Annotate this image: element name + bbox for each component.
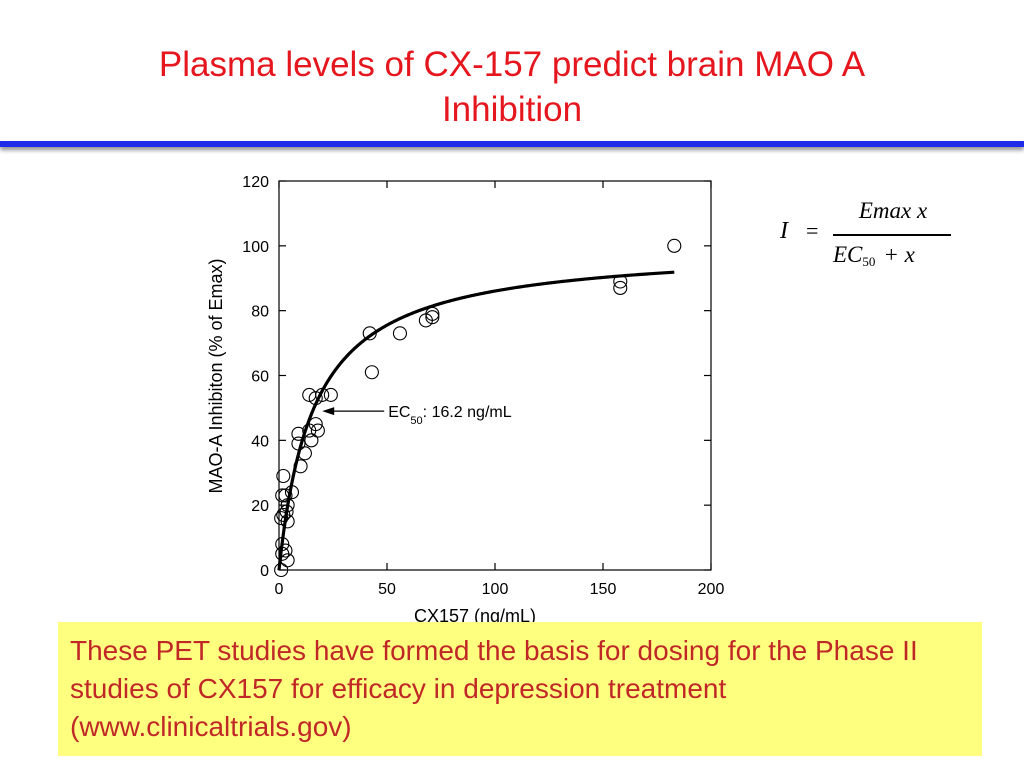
x-tick-label: 0 bbox=[275, 581, 284, 598]
formula-denominator: EC50 + x bbox=[833, 242, 915, 270]
x-axis-label: CX157 (ng/mL) bbox=[414, 606, 536, 626]
dosing-note-box: These PET studies have formed the basis … bbox=[58, 622, 982, 756]
formula-lhs: I bbox=[780, 218, 788, 244]
ec50-annotation: EC50: 16.2 ng/mL bbox=[388, 404, 512, 427]
y-tick-label: 0 bbox=[260, 563, 269, 580]
title-line-2: Inhibition bbox=[441, 90, 583, 129]
formula-fraction-bar bbox=[833, 234, 951, 236]
x-tick-label: 200 bbox=[698, 581, 725, 598]
data-point bbox=[667, 238, 682, 253]
data-point bbox=[425, 310, 440, 325]
y-tick-label: 120 bbox=[242, 174, 269, 191]
formula-numerator: Emax x bbox=[858, 198, 928, 223]
y-tick-label: 60 bbox=[251, 369, 269, 386]
fit-curve bbox=[277, 270, 675, 571]
ec50-label-sub: 50 bbox=[410, 415, 422, 427]
page-title: Plasma levels of CX-157 predict brain MA… bbox=[60, 42, 964, 132]
x-tick-label: 50 bbox=[378, 581, 396, 598]
formula-equals: = bbox=[806, 218, 819, 243]
data-point bbox=[323, 387, 338, 403]
plot-frame bbox=[278, 180, 712, 571]
y-tick-label: 80 bbox=[251, 304, 269, 321]
formula-den-main: EC bbox=[833, 242, 863, 267]
title-line-1: Plasma levels of CX-157 predict brain MA… bbox=[158, 45, 866, 84]
ec50-arrow-head bbox=[322, 407, 335, 416]
formula-den-sub: 50 bbox=[862, 254, 876, 269]
dosing-note-text: These PET studies have formed the basis … bbox=[70, 635, 918, 742]
data-point bbox=[304, 433, 319, 448]
data-point bbox=[310, 423, 325, 438]
data-point bbox=[276, 468, 291, 484]
y-tick-label: 20 bbox=[251, 498, 269, 515]
data-point bbox=[278, 543, 293, 558]
x-tick-label: 100 bbox=[482, 581, 509, 598]
ec50-label-rest: : 16.2 ng/mL bbox=[423, 404, 512, 421]
emax-formula: I = Emax x EC50 + x bbox=[776, 196, 966, 276]
data-point bbox=[364, 365, 379, 380]
x-tick-label: 150 bbox=[590, 581, 617, 598]
y-tick-label: 40 bbox=[251, 433, 269, 450]
y-axis-label: MAO-A Inhibiton (% of Emax) bbox=[206, 258, 226, 493]
y-tick-label: 100 bbox=[242, 239, 269, 256]
title-divider bbox=[0, 141, 1024, 147]
formula-den-rest: + x bbox=[883, 242, 915, 267]
ec50-label-main: EC bbox=[388, 404, 410, 421]
data-point bbox=[392, 326, 408, 341]
data-point bbox=[278, 488, 293, 503]
data-point bbox=[613, 280, 628, 296]
